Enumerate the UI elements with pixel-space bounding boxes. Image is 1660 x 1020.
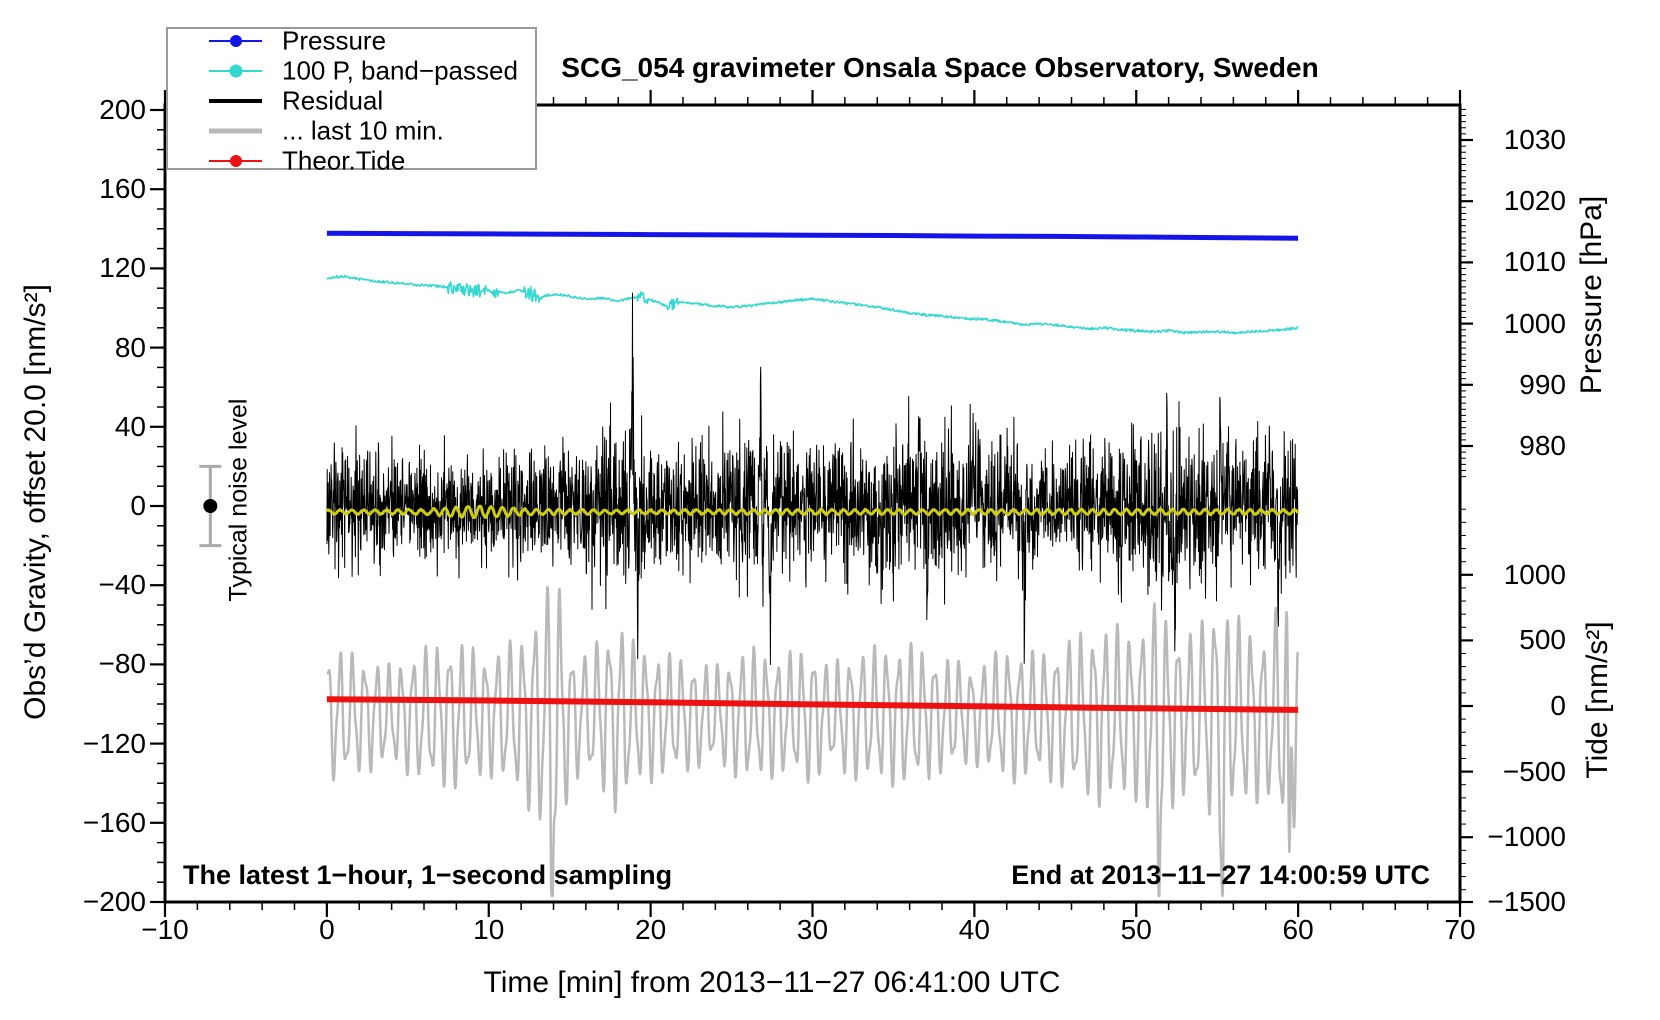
gravity-tick-label: 120 [99, 252, 146, 284]
gravity-tick-label: −40 [98, 569, 147, 601]
residual-smooth-series [325, 504, 1300, 520]
x-tick-label: 50 [1120, 914, 1152, 945]
pressure-tick-label: 980 [1519, 430, 1566, 461]
residual-line-swatch [209, 86, 262, 116]
residual-series [326, 292, 1299, 665]
y-axis-label-tide: Tide [nm/s²] [1581, 621, 1614, 779]
noise-level-label: Typical noise level [224, 398, 253, 602]
gravity-tick-label: 80 [114, 331, 146, 363]
legend-item-last10: ... last 10 min. [168, 116, 535, 146]
tide-tick-label: −500 [1502, 755, 1566, 787]
legend-item-residual: Residual [168, 86, 535, 116]
gravity-tick-label: −160 [82, 806, 146, 838]
sampling-note: The latest 1−hour, 1−second sampling [183, 860, 673, 890]
pressure-tick-label: 990 [1519, 368, 1566, 400]
tide-tick-label: 0 [1550, 690, 1566, 721]
theor-tide-line-swatch [209, 146, 262, 176]
tide-tick-label: −1500 [1487, 886, 1566, 917]
x-tick-label: 30 [796, 914, 829, 945]
band-passed-line-swatch [209, 56, 262, 86]
x-tick-label: 60 [1282, 914, 1314, 945]
legend-label: ... last 10 min. [282, 115, 444, 146]
theor-tide-series [326, 696, 1299, 713]
pressure-tick-label: 1000 [1503, 307, 1566, 339]
pressure-line-swatch [209, 26, 262, 56]
gravity-tick-label: −80 [98, 648, 147, 680]
pressure-tick-label: 1020 [1503, 185, 1566, 217]
gravity-tick-label: 0 [130, 490, 146, 521]
tide-tick-label: −1000 [1487, 821, 1566, 853]
noise-level-marker [203, 499, 218, 513]
y-axis-label-pressure: Pressure [hPa] [1575, 195, 1608, 395]
tide-tick-label: 500 [1519, 624, 1566, 656]
legend-label: Residual [282, 85, 384, 116]
x-tick-label: 10 [473, 914, 505, 945]
residual-last10-series [326, 586, 1299, 898]
legend: Pressure 100 P, band−passed Residual ...… [166, 26, 537, 176]
legend-label: 100 P, band−passed [282, 55, 518, 86]
legend-item-band-passed: 100 P, band−passed [168, 56, 535, 86]
last10-line-swatch [209, 116, 262, 146]
band-passed-series [326, 274, 1299, 335]
x-tick-label: 20 [635, 914, 667, 945]
pressure-tick-label: 1030 [1503, 124, 1566, 155]
x-tick-label: 70 [1444, 914, 1476, 945]
gravity-tick-label: 160 [99, 173, 146, 205]
gravity-tick-label: −120 [82, 727, 146, 759]
legend-label: Theor.Tide [282, 145, 406, 176]
gravity-tick-label: 200 [99, 94, 146, 125]
x-tick-label: 0 [319, 914, 335, 945]
legend-item-pressure: Pressure [168, 26, 535, 56]
tide-tick-label: 1000 [1503, 558, 1566, 590]
x-axis-label: Time [min] from 2013−11−27 06:41:00 UTC [483, 966, 1061, 999]
pressure-series [326, 230, 1299, 241]
x-tick-label: 40 [958, 914, 990, 945]
legend-item-theor-tide: Theor.Tide [168, 146, 535, 176]
chart-title: SCG_054 gravimeter Onsala Space Observat… [561, 52, 1319, 83]
legend-label: Pressure [282, 25, 387, 56]
gravity-tick-label: −200 [82, 886, 146, 917]
x-tick-label: −10 [141, 914, 189, 945]
pressure-tick-label: 1010 [1503, 246, 1566, 278]
end-time-note: End at 2013−11−27 14:00:59 UTC [1011, 860, 1430, 890]
gravity-tick-label: 40 [114, 410, 146, 442]
